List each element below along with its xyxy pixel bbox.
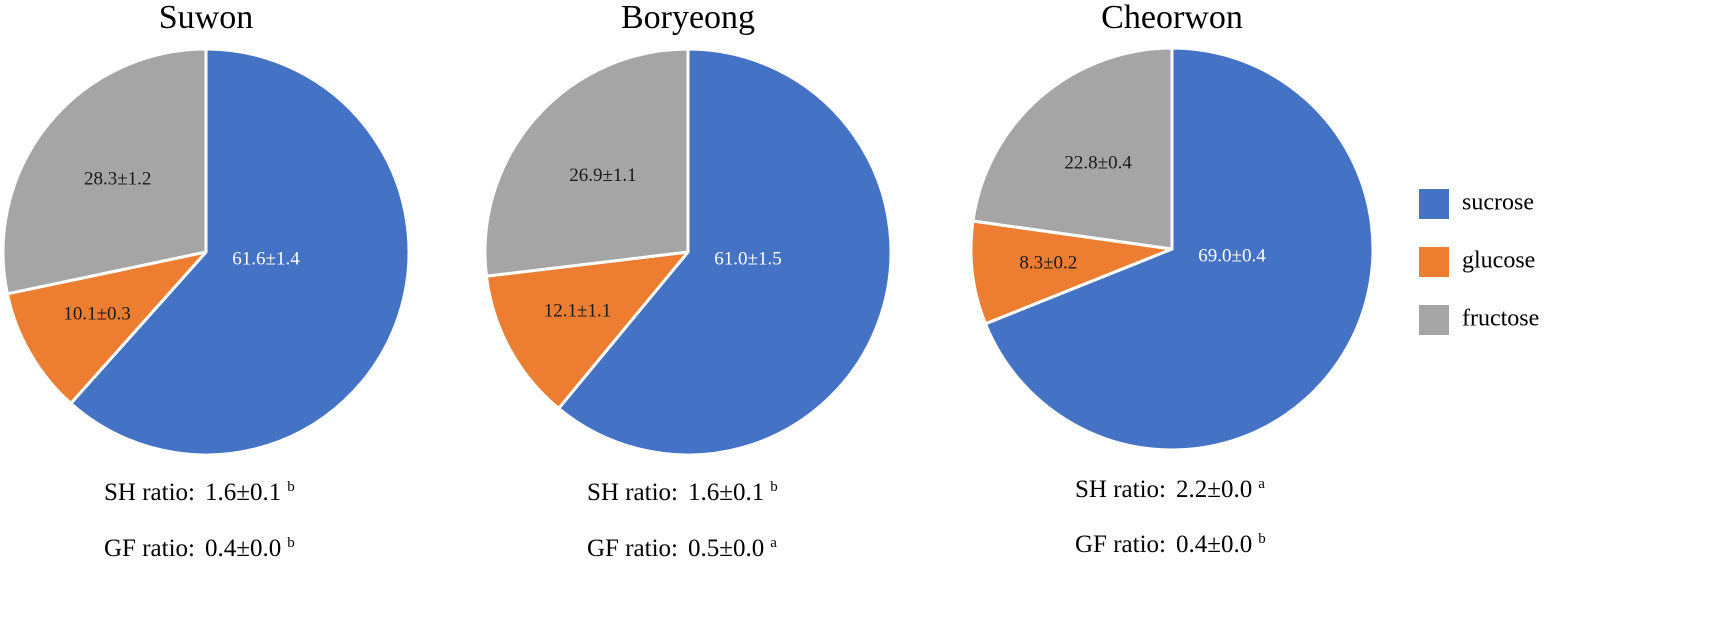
data-label-fructose: 28.3±1.2 bbox=[84, 169, 151, 190]
ratio-label: SH ratio: bbox=[1075, 476, 1166, 503]
pie-slice-fructose bbox=[971, 46, 1174, 251]
data-label-sucrose: 69.0±0.4 bbox=[1198, 245, 1266, 266]
legend-swatch-sucrose bbox=[1419, 189, 1449, 219]
chart-title: Suwon bbox=[159, 0, 253, 36]
ratio-label: SH ratio: bbox=[587, 479, 678, 506]
gf-ratio: GF ratio: 0.5±0.0 a bbox=[587, 535, 777, 562]
ratio-value: 1.6±0.1 bbox=[205, 479, 281, 506]
legend-swatch-glucose bbox=[1419, 247, 1449, 277]
chart-title: Cheorwon bbox=[1101, 0, 1243, 36]
ratio-label: SH ratio: bbox=[104, 479, 195, 506]
pie-slice-sucrose bbox=[69, 47, 411, 457]
ratio-significance: a bbox=[1258, 476, 1265, 492]
data-label-glucose: 8.3±0.2 bbox=[1019, 252, 1077, 273]
ratio-label: GF ratio: bbox=[587, 535, 678, 562]
ratio-value: 1.6±0.1 bbox=[688, 479, 764, 506]
ratio-value: 0.5±0.0 bbox=[688, 535, 764, 562]
legend: sucrose glucose fructose bbox=[1419, 189, 1539, 335]
chart-title: Boryeong bbox=[621, 0, 755, 36]
ratio-significance: b bbox=[770, 479, 778, 495]
pie-slice-sucrose bbox=[557, 47, 893, 457]
pie-slice-glucose bbox=[5, 250, 208, 405]
pie-slice-glucose bbox=[969, 219, 1174, 326]
sh-ratio: SH ratio: 1.6±0.1 b bbox=[587, 479, 778, 506]
ratio-label: GF ratio: bbox=[1075, 531, 1166, 558]
pie-chart-cheorwon: Cheorwon 69.0±0.4 8.3±0.2 22.8±0.4 SH ratio:… bbox=[969, 0, 1375, 558]
ratio-value: 2.2±0.0 bbox=[1176, 476, 1252, 503]
ratio-value: 0.4±0.0 bbox=[1176, 531, 1252, 558]
legend-label-fructose: fructose bbox=[1462, 306, 1539, 332]
ratio-significance: a bbox=[770, 535, 777, 551]
pie-slice-glucose bbox=[484, 250, 690, 410]
ratio-value: 0.4±0.0 bbox=[205, 535, 281, 562]
pie-slice-fructose bbox=[1, 47, 208, 296]
data-label-glucose: 12.1±1.1 bbox=[544, 301, 611, 322]
pie-chart-suwon: Suwon 61.6±1.4 10.1±0.3 28.3±1.2 SH ratio: 1.… bbox=[1, 0, 411, 562]
pie-chart-boryeong: Boryeong 61.0±1.5 12.1±1.1 26.9±1.1 SH ratio… bbox=[483, 0, 893, 562]
legend-swatch-fructose bbox=[1419, 305, 1449, 335]
data-label-fructose: 26.9±1.1 bbox=[569, 165, 636, 186]
ratio-label: GF ratio: bbox=[104, 535, 195, 562]
gf-ratio: GF ratio: 0.4±0.0 b bbox=[104, 535, 295, 562]
data-label-fructose: 22.8±0.4 bbox=[1064, 152, 1132, 173]
pie-slice-sucrose bbox=[983, 46, 1375, 452]
sh-ratio: SH ratio: 1.6±0.1 b bbox=[104, 479, 295, 506]
legend-label-sucrose: sucrose bbox=[1462, 190, 1534, 216]
ratio-significance: b bbox=[1258, 531, 1266, 547]
data-label-glucose: 10.1±0.3 bbox=[63, 303, 130, 324]
gf-ratio: GF ratio: 0.4±0.0 b bbox=[1075, 531, 1266, 558]
data-label-sucrose: 61.6±1.4 bbox=[232, 248, 300, 269]
ratio-significance: b bbox=[287, 535, 295, 551]
sh-ratio: SH ratio: 2.2±0.0 a bbox=[1075, 476, 1265, 503]
pie-slice-fructose bbox=[483, 47, 690, 278]
data-label-sucrose: 61.0±1.5 bbox=[714, 248, 781, 269]
legend-label-glucose: glucose bbox=[1462, 248, 1535, 274]
ratio-significance: b bbox=[287, 479, 295, 495]
